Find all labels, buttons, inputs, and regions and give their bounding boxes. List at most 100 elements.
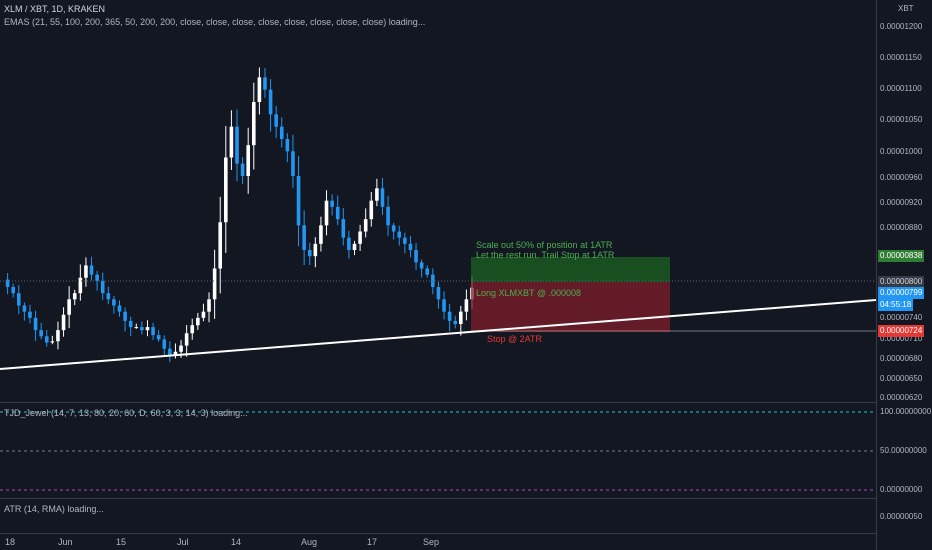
candle-body [447, 311, 452, 321]
x-tick-sep: Sep [423, 537, 440, 547]
target-annotation-line1: Scale out 50% of position at 1ATR [476, 240, 613, 250]
candle-body [251, 102, 256, 146]
candle-body [224, 157, 228, 223]
entry-annotation: Long XLMXBT @ .000008 [476, 288, 582, 298]
candle-body [369, 200, 374, 220]
candle-body [16, 293, 21, 306]
y-tick: 0.00000710 [880, 334, 923, 343]
y-tick: 0.00001050 [880, 115, 923, 124]
candle-body [397, 231, 402, 238]
candle-body [453, 320, 458, 324]
candle-body [179, 345, 183, 352]
candle-body [296, 176, 301, 226]
price-pane[interactable] [0, 0, 876, 402]
candle-body [324, 200, 329, 226]
candle-body [229, 126, 234, 158]
candle-body [106, 293, 111, 300]
candle-body [162, 339, 167, 349]
axis-currency: XBT [898, 4, 914, 13]
candle-body [425, 268, 430, 275]
candle-body [391, 225, 396, 232]
candle-body [84, 265, 88, 278]
y-tick: 0.00001150 [880, 53, 922, 62]
trendline[interactable] [0, 299, 876, 370]
candle-body [207, 299, 211, 312]
candle-body [72, 293, 77, 300]
candle-body [414, 250, 418, 263]
pane-divider-1[interactable] [0, 402, 932, 403]
candle-body [363, 219, 368, 232]
candle-body [173, 351, 178, 355]
x-tick-jun: Jun [58, 537, 73, 547]
candle-body [341, 219, 346, 238]
y-tick: 0.00000620 [880, 393, 923, 402]
x-tick-14: 14 [231, 537, 242, 547]
y-tick: 0.00000680 [880, 354, 923, 363]
candle-body [408, 243, 413, 250]
candle-body [61, 314, 66, 331]
last-close-price-tag: 0.00000800 [878, 276, 925, 288]
pane-divider-3[interactable] [0, 533, 932, 534]
x-tick-jul: Jul [177, 537, 189, 547]
candle-body [123, 311, 127, 321]
candle-body [140, 327, 144, 331]
jewel-pane[interactable] [0, 403, 876, 498]
candle-body [56, 330, 60, 342]
candle-body [279, 126, 284, 139]
candle-body [386, 206, 390, 226]
target-price-tag: 0.00000838 [878, 250, 925, 262]
x-tick-15: 15 [116, 537, 127, 547]
candle-body [330, 200, 334, 207]
candle-body [28, 311, 32, 318]
countdown-tag: 04:55:18 [878, 299, 914, 311]
candle-body [50, 341, 55, 343]
y-tick: 0.00001200 [880, 22, 923, 31]
stop-annotation: Stop @ 2ATR [487, 334, 542, 344]
jewel-tick-0: 0.00000000 [880, 485, 923, 494]
candle-body [89, 265, 94, 275]
candle-body [95, 274, 99, 281]
candle-body [335, 206, 340, 220]
candle-body [156, 335, 161, 340]
candle-body [184, 333, 189, 346]
candle-body [319, 225, 323, 244]
candle-body [134, 327, 139, 329]
candle-body [5, 279, 10, 287]
candle-body [128, 320, 133, 328]
candle-body [464, 299, 469, 312]
candle-body [375, 188, 379, 201]
candle-body [218, 222, 223, 269]
jewel-tick-50: 50.00000000 [880, 446, 927, 455]
candle-body [100, 280, 105, 294]
candle-body [39, 330, 43, 337]
candle-body [151, 327, 155, 336]
y-tick: 0.00001100 [880, 84, 922, 93]
candles-group [5, 67, 474, 363]
candle-body [212, 268, 217, 300]
candle-body [285, 139, 290, 152]
candle-body [380, 188, 385, 207]
candle-body [442, 299, 446, 312]
candle-body [201, 311, 206, 318]
candle-body [145, 327, 150, 331]
candle-body [196, 317, 200, 326]
atr-tick: 0.00000050 [880, 512, 923, 521]
candle-body [117, 305, 122, 312]
candle-body [235, 126, 239, 164]
candle-body [190, 325, 195, 334]
candle-body [168, 348, 172, 355]
candle-body [240, 163, 245, 176]
jewel-legend: TJD_Jewel (14, 7, 13, 80, 20, 60, D, 60,… [4, 408, 248, 418]
candle-body [352, 243, 357, 250]
stop-price-tag: 0.00000724 [878, 325, 925, 337]
price-axis[interactable] [876, 0, 932, 550]
x-tick-17: 17 [367, 537, 378, 547]
x-tick-18: 18 [5, 537, 16, 547]
candle-body [403, 237, 407, 244]
candle-body [459, 311, 463, 324]
candle-body [22, 305, 27, 312]
pane-divider-2[interactable] [0, 498, 932, 499]
target-zone[interactable] [471, 257, 670, 282]
candle-body [302, 225, 306, 250]
